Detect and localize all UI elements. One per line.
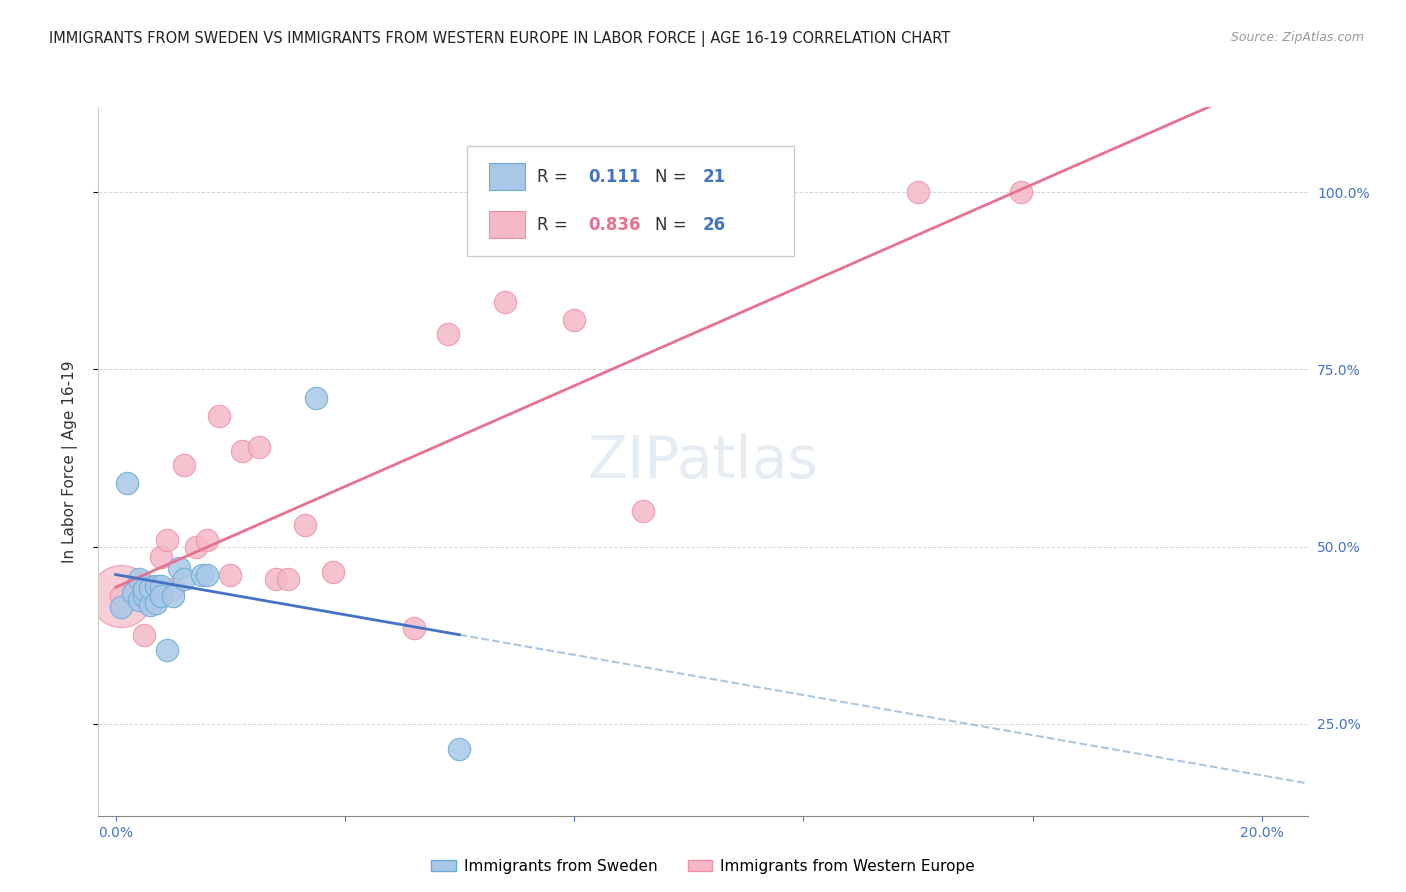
Legend: Immigrants from Sweden, Immigrants from Western Europe: Immigrants from Sweden, Immigrants from … <box>426 853 980 880</box>
Point <box>437 326 460 341</box>
Point <box>1010 185 1032 199</box>
Point <box>128 593 150 607</box>
Point <box>162 582 184 597</box>
Point <box>121 590 143 604</box>
Point <box>110 590 132 604</box>
Point <box>110 599 132 614</box>
Point <box>190 568 212 582</box>
Point <box>247 441 270 455</box>
Text: 26: 26 <box>703 216 725 234</box>
Point <box>264 572 287 586</box>
Point <box>231 444 253 458</box>
Point <box>322 565 344 579</box>
FancyBboxPatch shape <box>489 211 526 238</box>
Text: ZIPatlas: ZIPatlas <box>588 434 818 490</box>
Point <box>195 533 218 547</box>
Point <box>139 581 162 595</box>
Text: 21: 21 <box>703 168 725 186</box>
FancyBboxPatch shape <box>467 146 793 256</box>
Point <box>150 579 173 593</box>
Point <box>121 586 143 600</box>
Point <box>156 642 179 657</box>
Point <box>134 590 156 604</box>
Point <box>277 572 299 586</box>
Point <box>449 741 471 756</box>
Point <box>305 391 328 405</box>
Point <box>208 409 231 423</box>
Point <box>145 596 167 610</box>
Point <box>145 590 167 604</box>
Y-axis label: In Labor Force | Age 16-19: In Labor Force | Age 16-19 <box>62 360 77 563</box>
Point <box>907 185 929 199</box>
Point <box>156 533 179 547</box>
Point <box>150 590 173 604</box>
Point <box>115 475 138 490</box>
Text: N =: N = <box>655 168 692 186</box>
Point <box>184 540 207 554</box>
Point <box>139 598 162 612</box>
Text: Source: ZipAtlas.com: Source: ZipAtlas.com <box>1230 31 1364 45</box>
Point <box>110 590 132 604</box>
Point <box>195 568 218 582</box>
Point <box>150 550 173 565</box>
Point <box>167 561 190 575</box>
Point <box>631 504 654 518</box>
Point <box>173 458 195 472</box>
Point <box>134 582 156 597</box>
Point <box>494 295 516 310</box>
Point <box>562 312 585 326</box>
Point <box>219 568 242 582</box>
Point <box>402 621 425 635</box>
Text: R =: R = <box>537 216 574 234</box>
Text: IMMIGRANTS FROM SWEDEN VS IMMIGRANTS FROM WESTERN EUROPE IN LABOR FORCE | AGE 16: IMMIGRANTS FROM SWEDEN VS IMMIGRANTS FRO… <box>49 31 950 47</box>
Point <box>173 572 195 586</box>
Text: 0.836: 0.836 <box>588 216 641 234</box>
Point <box>294 518 316 533</box>
FancyBboxPatch shape <box>489 163 526 190</box>
Text: 0.111: 0.111 <box>588 168 641 186</box>
Point <box>145 579 167 593</box>
Point <box>134 628 156 642</box>
Text: R =: R = <box>537 168 574 186</box>
Text: N =: N = <box>655 216 692 234</box>
Point <box>162 590 184 604</box>
Point <box>139 579 162 593</box>
Point <box>128 572 150 586</box>
